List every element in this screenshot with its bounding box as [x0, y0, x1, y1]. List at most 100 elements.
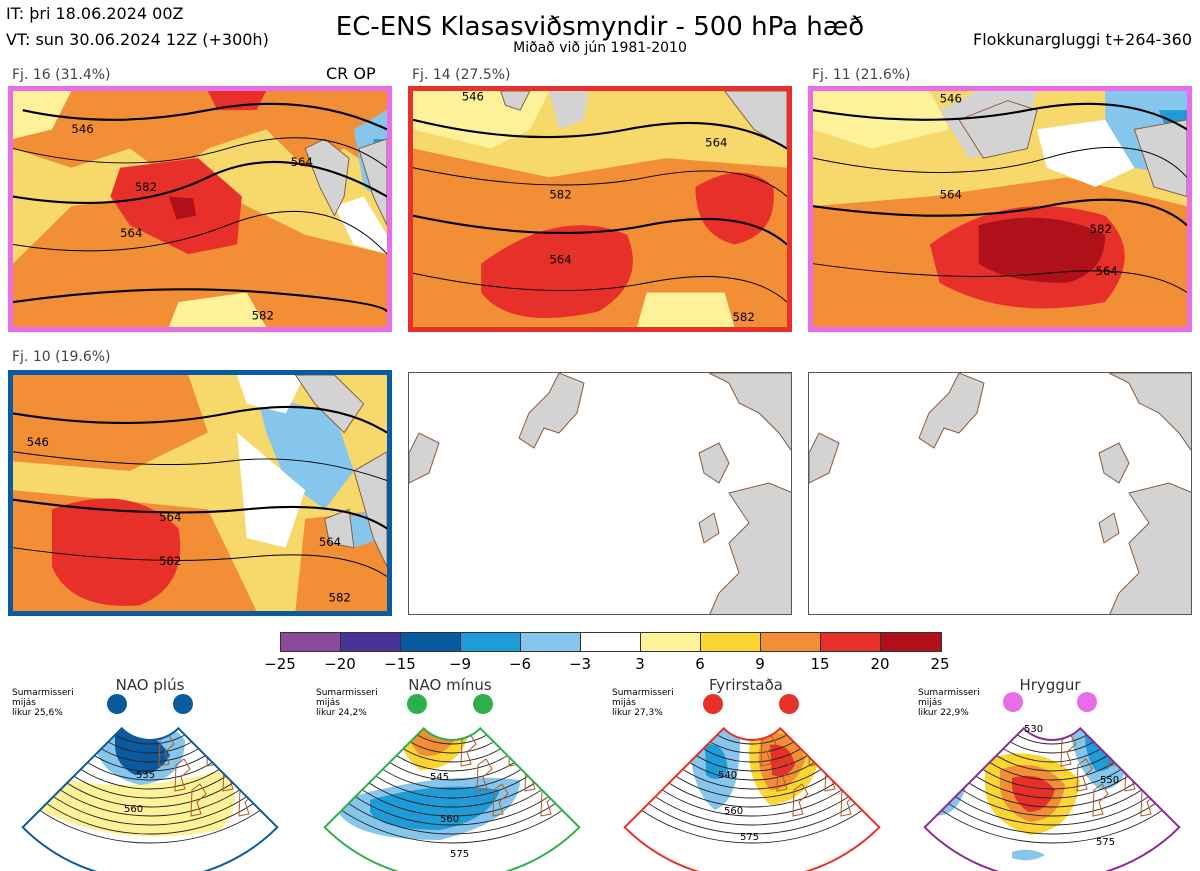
contour-label: 545 [430, 772, 449, 783]
height-contour [22, 728, 278, 844]
coastline [353, 451, 387, 568]
colorbar-segment [641, 633, 701, 651]
contour-label: 582 [549, 188, 571, 202]
anomaly-area [549, 91, 589, 130]
coastline [206, 733, 223, 767]
height-contour [324, 728, 580, 808]
contour-label: 535 [136, 770, 155, 781]
contour-label: 546 [940, 92, 962, 106]
height-contour [946, 728, 1158, 781]
regime-dot [173, 694, 193, 714]
coastline [724, 91, 787, 150]
regime-name-nao-plus: NAO plús [115, 676, 185, 694]
colorbar-segment [341, 633, 401, 651]
colorbar-tick: 6 [695, 655, 705, 673]
height-contour [378, 728, 526, 754]
height-contour [636, 728, 868, 790]
height-contour [367, 728, 537, 763]
regime-desc-blocking: Sumarmisseri mijás likur 27,3% [612, 688, 674, 718]
height-contour [813, 263, 1187, 293]
height-contour [13, 137, 387, 169]
contour-label: 530 [1024, 724, 1043, 735]
contour-label: 550 [1100, 775, 1119, 786]
anomaly-area [13, 91, 387, 178]
colorbar-tick: 3 [635, 655, 645, 673]
contour-label: 582 [1090, 222, 1112, 236]
coastline [190, 783, 207, 817]
coastline [1076, 758, 1093, 792]
height-contour [813, 198, 1187, 227]
cluster-label-4: Fj. 10 (19.6%) [12, 349, 111, 365]
colorbar-segment [701, 633, 761, 651]
cluster-map-2: 546 564 582 564 582 [408, 86, 792, 332]
regime-dot [1077, 692, 1097, 712]
coastline [492, 783, 509, 817]
height-contour [55, 728, 245, 772]
regime-name-blocking: Fyrirstaða [709, 676, 783, 694]
height-contour [924, 728, 1180, 808]
height-contour [924, 728, 1180, 817]
coastline [358, 138, 387, 226]
height-contour [413, 214, 787, 246]
height-contour [624, 728, 880, 826]
regime-map: 535 560 [21, 726, 279, 871]
height-contour [624, 728, 880, 835]
anomaly-area [1012, 775, 1055, 812]
valid-time: VT: sun 30.06.2024 12Z (+300h) [6, 30, 269, 49]
height-contour [336, 728, 568, 790]
regime-map: 530 550 575 [923, 724, 1181, 871]
height-contour [924, 728, 1180, 826]
anomaly-area [168, 196, 197, 220]
empty-map-5 [408, 372, 792, 615]
colorbar-segment [761, 633, 821, 651]
cluster-map-1: 546 564 582 564 582 [8, 86, 392, 332]
anomaly-area [813, 91, 950, 149]
height-contour [936, 728, 1168, 790]
coastline [958, 100, 1038, 159]
regime-map: 540 560 575 [623, 726, 881, 871]
coastline [1133, 119, 1187, 198]
anomaly-area [237, 432, 306, 548]
regime-desc-nao-minus: Sumarmisseri mijás likur 24,2% [316, 688, 378, 718]
contour-label: 582 [732, 310, 754, 324]
colorbar-tick: −15 [384, 655, 416, 673]
height-contour [988, 728, 1116, 745]
regime-frame [923, 726, 1181, 871]
colorbar-tick: −6 [508, 655, 532, 673]
height-contour [813, 146, 1187, 178]
colorbar [280, 632, 942, 652]
regime-frame [623, 726, 881, 871]
regime-frame [323, 726, 581, 871]
height-contour [22, 728, 278, 808]
regime-frame [21, 726, 279, 871]
colorbar-tick: −25 [264, 655, 296, 673]
height-contour [13, 547, 387, 577]
height-contour [34, 728, 266, 790]
cluster-window: Flokkunargluggi t+264-360 [973, 30, 1192, 49]
contour-label: 582 [252, 308, 274, 322]
height-contour [967, 728, 1137, 763]
regime-dot [703, 694, 723, 714]
coastline [304, 138, 350, 217]
coastline [500, 91, 531, 111]
anomaly-area [256, 394, 354, 510]
height-contour [22, 728, 278, 826]
height-contour [678, 728, 826, 754]
height-contour [44, 728, 256, 781]
colorbar-tick: 20 [870, 655, 890, 673]
anomaly-area [237, 375, 306, 414]
height-contour [324, 728, 580, 844]
coastline [476, 758, 493, 792]
anomaly-area [334, 196, 387, 255]
height-contour [13, 161, 387, 204]
height-contour [624, 728, 880, 808]
colorbar-tick: 9 [755, 655, 765, 673]
contour-label: 540 [718, 770, 737, 781]
anomaly-area [51, 498, 181, 606]
regime-map: 545 560 575 [323, 726, 581, 871]
regime-dot [1003, 692, 1023, 712]
colorbar-tick: −9 [448, 655, 472, 673]
height-contour [388, 728, 516, 745]
